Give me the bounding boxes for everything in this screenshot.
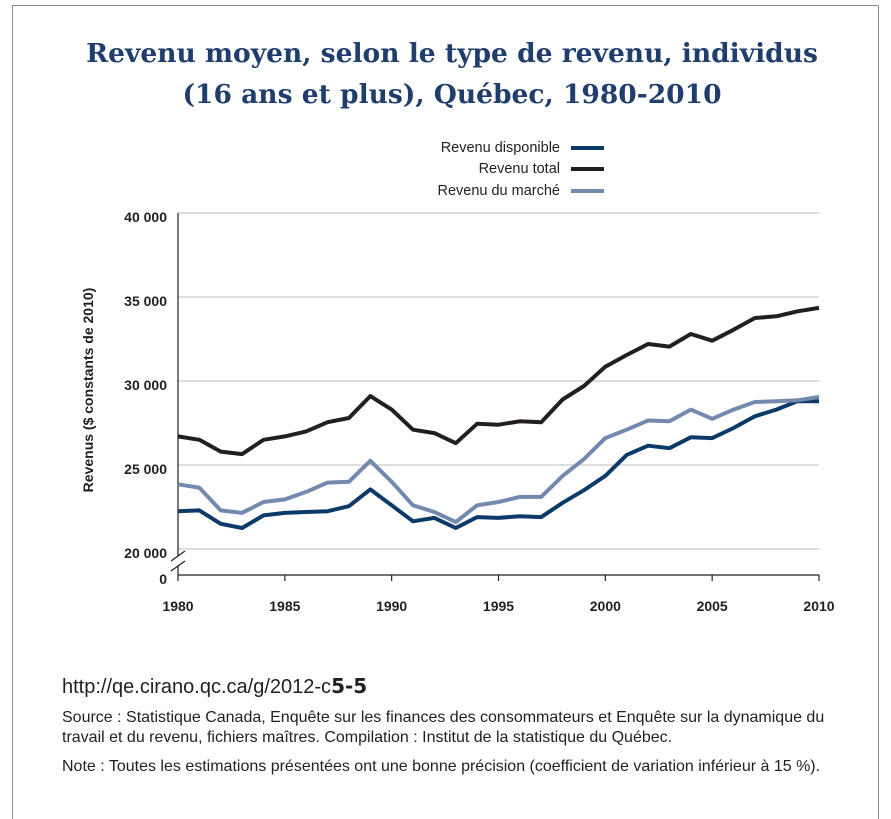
- chart-title: Revenu moyen, selon le type de revenu, i…: [86, 38, 818, 110]
- legend-label: Revenu disponible: [440, 139, 560, 156]
- x-tick-label-1990: 1990: [376, 598, 407, 614]
- source-url-text: http://qe.cirano.qc.ca/g/2012-c: [62, 676, 332, 698]
- y-tick-label-0: 0: [159, 571, 167, 587]
- x-tick-label-2010: 2010: [803, 598, 834, 614]
- x-axis: 1980 1985 1990 1995 2000 2005 2010: [162, 574, 835, 614]
- legend-label: Revenu du marché: [437, 182, 560, 199]
- y-tick-label-30000: 30 000: [124, 377, 167, 393]
- source-citation: Source : Statistique Canada, Enquête sur…: [62, 709, 825, 746]
- legend-item-revenu-disponible: Revenu disponible: [354, 137, 604, 159]
- figure-frame: [12, 5, 879, 819]
- legend: Revenu disponible Revenu total Revenu du…: [354, 137, 604, 202]
- x-tick-label-1985: 1985: [269, 598, 300, 614]
- series-lines: [177, 305, 820, 530]
- precision-note: Note : Toutes les estimations présentées…: [62, 758, 821, 775]
- series-line-revenu-disponible: [177, 399, 819, 530]
- legend-swatch: [571, 167, 604, 172]
- y-axis: 0 20 000 25 000 30 000 35 000 40 000: [124, 209, 186, 587]
- legend-swatch: [571, 188, 604, 193]
- legend-swatch: [571, 145, 604, 150]
- x-tick-label-2000: 2000: [590, 598, 621, 614]
- x-tick-label-2005: 2005: [697, 598, 728, 614]
- axis-break-mark: [170, 560, 186, 572]
- legend-label: Revenu total: [478, 161, 560, 178]
- series-line-revenu-total: [177, 305, 820, 457]
- x-tick-label-1995: 1995: [483, 598, 514, 614]
- legend-item-revenu-du-marche: Revenu du marché: [354, 180, 604, 202]
- legend-item-revenu-total: Revenu total: [354, 159, 604, 181]
- y-tick-label-35000: 35 000: [124, 293, 167, 309]
- axis-break-mark: [170, 550, 186, 562]
- gridlines: [178, 212, 819, 550]
- x-tick-label-1980: 1980: [162, 598, 193, 614]
- source-url: http://qe.cirano.qc.ca/g/2012-c5-5: [62, 673, 367, 700]
- y-tick-label-40000: 40 000: [124, 209, 167, 225]
- source-url-code: 5-5: [331, 674, 368, 698]
- y-tick-label-25000: 25 000: [124, 461, 167, 477]
- series-line-revenu-du-marche: [177, 395, 820, 525]
- y-tick-label-20000: 20 000: [124, 545, 167, 561]
- y-axis-label: Revenus ($ constants de 2010): [80, 288, 96, 493]
